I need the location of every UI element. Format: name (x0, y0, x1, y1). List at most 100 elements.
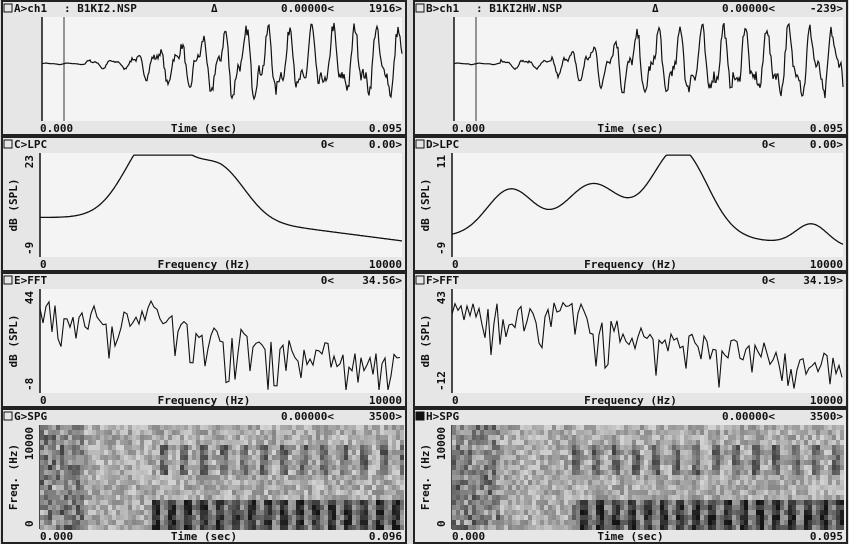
spectrogram-cell (344, 495, 348, 500)
spectrogram-cell (284, 435, 288, 440)
spectrogram-cell (724, 515, 728, 520)
x-start: 0 (452, 258, 459, 271)
spectrogram-cell (292, 465, 296, 470)
spectrogram-cell (244, 465, 248, 470)
spectrogram-cell (348, 490, 352, 495)
spectrogram-cell (552, 515, 556, 520)
spectrogram-cell (312, 525, 316, 530)
spectrogram-cell (116, 510, 120, 515)
spectrogram-cell (744, 470, 748, 475)
spectrogram-cell (488, 510, 492, 515)
spectrogram-cell (620, 440, 624, 445)
spectrogram-cell (580, 495, 584, 500)
spectrogram-cell (476, 425, 480, 430)
spectrogram-cell (656, 515, 660, 520)
spectrogram-cell (156, 480, 160, 485)
spectrogram-cell (596, 460, 600, 465)
spectrogram-cell (80, 470, 84, 475)
spectrogram-cell (484, 500, 488, 505)
spectrogram-cell (668, 425, 672, 430)
spectrogram-cell (332, 440, 336, 445)
spectrogram-cell (300, 490, 304, 495)
spectrogram-cell (292, 505, 296, 510)
spectrogram-cell (840, 515, 844, 520)
spectrogram-cell (116, 455, 120, 460)
spectrogram-cell (196, 510, 200, 515)
spectrogram-cell (204, 505, 208, 510)
spectrogram-cell (464, 490, 468, 495)
spectrogram-cell (720, 510, 724, 515)
spectrogram-cell (480, 520, 484, 525)
spectrogram-cell (476, 475, 480, 480)
spectrogram-cell (476, 430, 480, 435)
spectrogram-cell (196, 455, 200, 460)
spectrogram-cell (580, 425, 584, 430)
spectrogram-cell (488, 460, 492, 465)
spectrogram-cell (364, 440, 368, 445)
spectrogram-cell (340, 470, 344, 475)
spectrogram-cell (520, 480, 524, 485)
spectrogram-cell (512, 450, 516, 455)
x-end: 0.095 (369, 122, 402, 135)
spectrogram-cell (384, 450, 388, 455)
spectrogram-cell (760, 440, 764, 445)
spectrogram-cell (476, 480, 480, 485)
spectrogram-cell (552, 445, 556, 450)
spectrogram-cell (252, 435, 256, 440)
spectrogram-cell (232, 430, 236, 435)
spectrogram-cell (828, 470, 832, 475)
spectrogram-cell (644, 515, 648, 520)
spectrogram-cell (560, 470, 564, 475)
spectrogram-cell (684, 515, 688, 520)
panel: E>FFT0<34.56>0Frequency (Hz)10000dB (SPL… (2, 273, 406, 407)
spectrogram-cell (76, 460, 80, 465)
spectrogram-cell (464, 455, 468, 460)
spectrogram-cell (812, 490, 816, 495)
spectrogram-cell (604, 465, 608, 470)
spectrogram-cell (548, 470, 552, 475)
spectrogram-cell (172, 475, 176, 480)
spectrogram-cell (180, 490, 184, 495)
spectrogram-cell (656, 495, 660, 500)
spectrogram-cell (212, 510, 216, 515)
spectrogram-cell (468, 520, 472, 525)
spectrogram-cell (636, 455, 640, 460)
spectrogram-cell (600, 485, 604, 490)
spectrogram-cell (248, 445, 252, 450)
spectrogram-cell (376, 430, 380, 435)
spectrogram-cell (636, 450, 640, 455)
spectrogram-cell (44, 465, 48, 470)
spectrogram-cell (648, 525, 652, 530)
spectrogram-cell (568, 515, 572, 520)
spectrogram-cell (120, 435, 124, 440)
spectrogram-cell (152, 445, 156, 450)
spectrogram-cell (100, 455, 104, 460)
spectrogram-cell (708, 480, 712, 485)
spectrogram-cell (840, 470, 844, 475)
spectrogram-cell (92, 470, 96, 475)
spectrogram-cell (640, 430, 644, 435)
spectrogram-cell (296, 465, 300, 470)
spectrogram-cell (140, 465, 144, 470)
spectrogram-cell (216, 475, 220, 480)
spectrogram-cell (580, 475, 584, 480)
spectrogram-cell (164, 470, 168, 475)
spectrogram-cell (464, 510, 468, 515)
spectrogram-cell (768, 445, 772, 450)
spectrogram-cell (752, 475, 756, 480)
spectrogram-cell (252, 485, 256, 490)
x-axis-label: Time (sec) (171, 530, 237, 543)
spectrogram-cell (68, 510, 72, 515)
spectrogram-cell (264, 450, 268, 455)
spectrogram-cell (504, 500, 508, 505)
spectrogram-cell (724, 485, 728, 490)
spectrogram-cell (740, 435, 744, 440)
spectrogram-cell (652, 525, 656, 530)
spectrogram-cell (764, 495, 768, 500)
spectrogram-cell (764, 480, 768, 485)
spectrogram-cell (528, 440, 532, 445)
spectrogram-cell (484, 435, 488, 440)
spectrogram-cell (616, 475, 620, 480)
spectrogram-cell (800, 435, 804, 440)
spectrogram-cell (508, 515, 512, 520)
